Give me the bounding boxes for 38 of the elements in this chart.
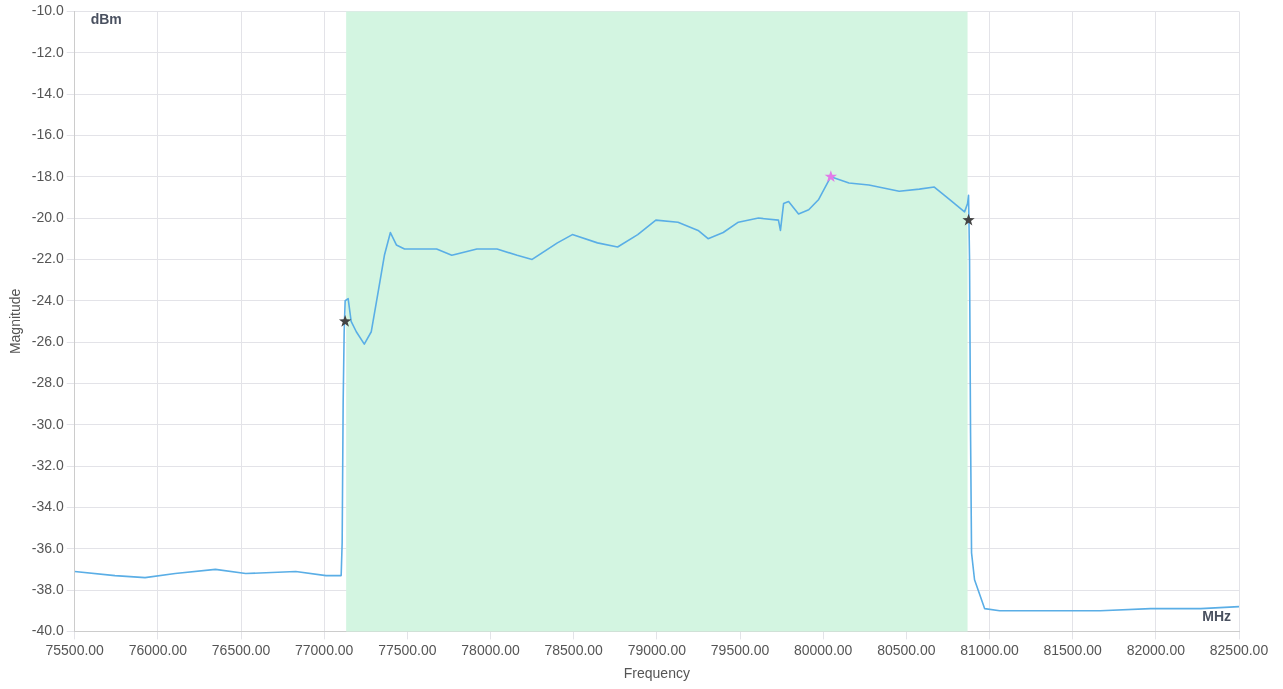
x-tick-label: 79000.00: [627, 641, 687, 658]
y-tick-label: -34.0: [31, 498, 64, 515]
x-tick-label: 81000.00: [960, 641, 1019, 658]
x-tick-label: 82000.00: [1126, 641, 1186, 658]
x-tick-label: 76000.00: [128, 641, 188, 658]
point: [338, 314, 352, 327]
y-tick-label: -36.0: [31, 539, 64, 556]
x-tick-label: 80500.00: [877, 641, 936, 658]
y-tick-label: -38.0: [31, 580, 64, 597]
x-tick-label: 80000.00: [793, 641, 853, 658]
x-tick-label: 78000.00: [461, 641, 520, 658]
y-tick-label: -26.0: [31, 332, 64, 349]
y-tick-label: -10.0: [31, 2, 64, 19]
x-tick-label: 77000.00: [295, 641, 354, 658]
point: [962, 213, 975, 226]
y-tick-label: -22.0: [31, 250, 64, 267]
y-tick-label: -14.0: [31, 84, 64, 101]
y-tick-label: -18.0: [31, 167, 64, 184]
y-tick-label: -30.0: [31, 415, 64, 432]
x-axis-title: Frequency: [623, 665, 690, 682]
y-tick-label: -40.0: [31, 622, 64, 639]
y-tick-label: -32.0: [31, 456, 64, 473]
annotation: dBm: [90, 11, 122, 28]
y-tick-label: -20.0: [31, 208, 64, 225]
x-tick-label: 79500.00: [710, 641, 770, 658]
y-tick-label: -12.0: [31, 43, 64, 60]
y-tick-label: -24.0: [31, 291, 64, 308]
x-tick-label: 78500.00: [544, 641, 604, 658]
x-tick-label: 81500.00: [1043, 641, 1103, 658]
x-tick-label: 76500.00: [211, 641, 271, 658]
y-tick-label: -16.0: [31, 126, 64, 143]
x-tick-label: 77500.00: [378, 641, 437, 658]
annotation: MHz: [1202, 608, 1231, 625]
x-tick-label: 82500.00: [1209, 641, 1269, 658]
point: [824, 170, 838, 182]
x-tick-label: 75500.00: [45, 641, 105, 658]
y-axis-title: Magnitude: [7, 288, 24, 355]
y-tick-label: -28.0: [31, 374, 64, 391]
